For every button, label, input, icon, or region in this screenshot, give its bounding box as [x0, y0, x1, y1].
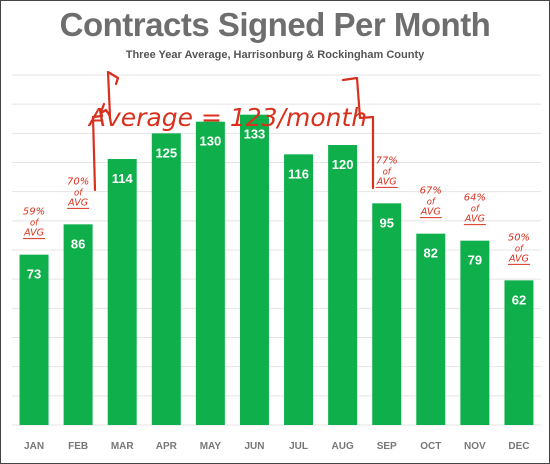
avg-text: AVG	[376, 176, 397, 187]
tick-label-jul: JUL	[289, 441, 308, 452]
avg-text: AVG	[508, 253, 529, 264]
pct-text: 50%	[508, 232, 530, 243]
tick-label-dec: DEC	[508, 441, 529, 452]
bar-nov	[460, 240, 490, 425]
value-label-jun: 133	[244, 127, 266, 142]
x-tick-labels: JAN FEB MAR APR MAY JUN JUL AUG SEP OCT NOV DEC	[24, 441, 529, 452]
value-label-jul: 116	[288, 166, 309, 181]
chart-title: Contracts Signed Per Month	[59, 6, 491, 43]
gridlines	[12, 74, 541, 426]
average-bracket-left-tail	[91, 102, 106, 119]
of-text: of	[471, 205, 481, 215]
bar-oct	[416, 233, 446, 425]
of-text: of	[30, 219, 40, 229]
of-text: of	[74, 188, 84, 198]
tick-label-mar: MAR	[111, 441, 135, 452]
bar-dec	[504, 280, 534, 425]
avg-text: AVG	[67, 197, 88, 208]
value-label-feb: 86	[71, 236, 85, 251]
tick-label-jun: JUN	[244, 441, 264, 452]
pct-text: 70%	[67, 176, 89, 187]
average-bracket	[99, 70, 120, 118]
pct-text: 67%	[420, 186, 442, 197]
average-annotation: Average = 123/month	[87, 103, 367, 132]
value-labels: 73 86 114 125 130 133 116 120 95 82 79 62	[27, 127, 526, 308]
of-text: of	[427, 198, 437, 208]
pct-text: 77%	[376, 155, 398, 166]
value-label-sep: 95	[379, 215, 393, 230]
tick-label-apr: APR	[156, 441, 178, 452]
of-text: of	[383, 167, 393, 177]
value-label-may: 130	[200, 134, 222, 149]
avg-text: AVG	[464, 214, 485, 225]
bar-apr	[151, 133, 181, 426]
chart-subtitle: Three Year Average, Harrisonburg & Rocki…	[125, 49, 425, 61]
bar-sep	[372, 203, 402, 425]
annotations: Average = 123/month 59%ofAVG70%ofAVG77%o…	[23, 70, 530, 265]
value-label-nov: 79	[468, 253, 482, 268]
value-label-aug: 120	[332, 157, 354, 172]
of-text: of	[515, 244, 525, 254]
tick-label-feb: FEB	[68, 441, 88, 452]
tick-label-oct: OCT	[420, 441, 441, 452]
tick-label-jan: JAN	[24, 441, 44, 452]
avg-text: AVG	[420, 207, 441, 218]
value-label-apr: 125	[155, 145, 177, 160]
avg-text: AVG	[23, 228, 44, 239]
bar-jul	[284, 154, 314, 426]
bar-feb	[63, 224, 93, 425]
bar-aug	[328, 145, 358, 425]
tick-label-sep: SEP	[377, 441, 397, 452]
bars	[19, 114, 534, 426]
tick-label-aug: AUG	[332, 441, 354, 452]
tick-label-nov: NOV	[464, 441, 486, 452]
tick-label-may: MAY	[200, 441, 222, 452]
pct-text: 59%	[23, 207, 45, 218]
bar-jan	[19, 254, 49, 425]
bar-jun	[239, 114, 269, 426]
average-bracket-left-drop	[91, 115, 97, 192]
value-label-oct: 82	[424, 246, 438, 261]
value-label-mar: 114	[112, 171, 134, 186]
pct-text: 64%	[464, 193, 486, 204]
bar-may	[195, 121, 225, 426]
bar-mar	[107, 159, 137, 425]
average-bracket-right	[341, 76, 375, 190]
value-label-jan: 73	[27, 267, 41, 282]
value-label-dec: 62	[512, 292, 526, 307]
